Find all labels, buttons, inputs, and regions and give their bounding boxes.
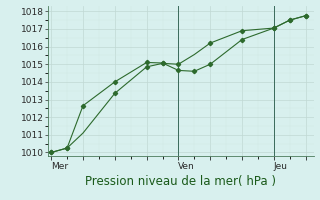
X-axis label: Pression niveau de la mer( hPa ): Pression niveau de la mer( hPa )	[85, 175, 276, 188]
